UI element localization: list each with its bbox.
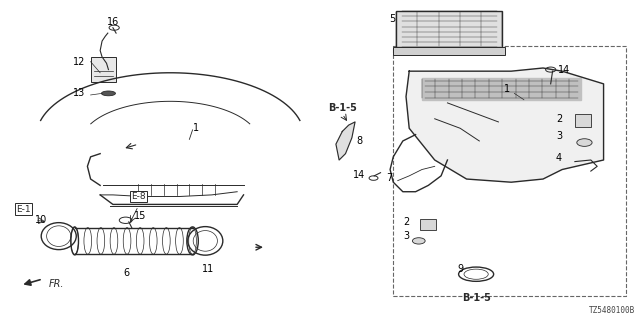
- Text: 6: 6: [124, 268, 130, 278]
- Polygon shape: [422, 77, 581, 100]
- Text: B-1-5: B-1-5: [328, 103, 356, 113]
- Circle shape: [577, 139, 592, 146]
- Text: 7: 7: [386, 173, 392, 183]
- Text: 8: 8: [356, 136, 363, 146]
- Text: 16: 16: [107, 17, 119, 27]
- Text: 11: 11: [202, 264, 214, 275]
- Bar: [420, 219, 436, 230]
- Text: 2: 2: [403, 217, 409, 227]
- Text: 12: 12: [73, 57, 85, 67]
- Text: TZ5480100B: TZ5480100B: [589, 306, 636, 315]
- Bar: [91, 57, 116, 82]
- Text: 1: 1: [504, 84, 510, 94]
- Text: FR.: FR.: [49, 279, 65, 289]
- Text: 3: 3: [556, 131, 562, 141]
- Bar: [394, 47, 505, 55]
- Text: 14: 14: [353, 170, 365, 180]
- Text: B-1-5: B-1-5: [461, 293, 490, 303]
- Polygon shape: [406, 68, 604, 182]
- Bar: [575, 114, 591, 127]
- Text: 2: 2: [556, 114, 562, 124]
- Polygon shape: [336, 122, 355, 160]
- Text: 15: 15: [134, 212, 147, 221]
- Text: 1: 1: [193, 123, 199, 133]
- Text: 13: 13: [73, 88, 85, 98]
- Text: 14: 14: [558, 65, 570, 75]
- Text: 4: 4: [556, 153, 562, 164]
- Text: 5: 5: [389, 14, 395, 24]
- Text: E-8: E-8: [131, 192, 146, 201]
- Text: 9: 9: [457, 264, 463, 275]
- Bar: [394, 46, 626, 296]
- Text: 10: 10: [35, 215, 47, 225]
- Ellipse shape: [101, 91, 115, 96]
- Circle shape: [412, 238, 425, 244]
- Bar: [396, 11, 502, 47]
- Text: 3: 3: [403, 231, 409, 241]
- Text: E-1: E-1: [17, 205, 31, 214]
